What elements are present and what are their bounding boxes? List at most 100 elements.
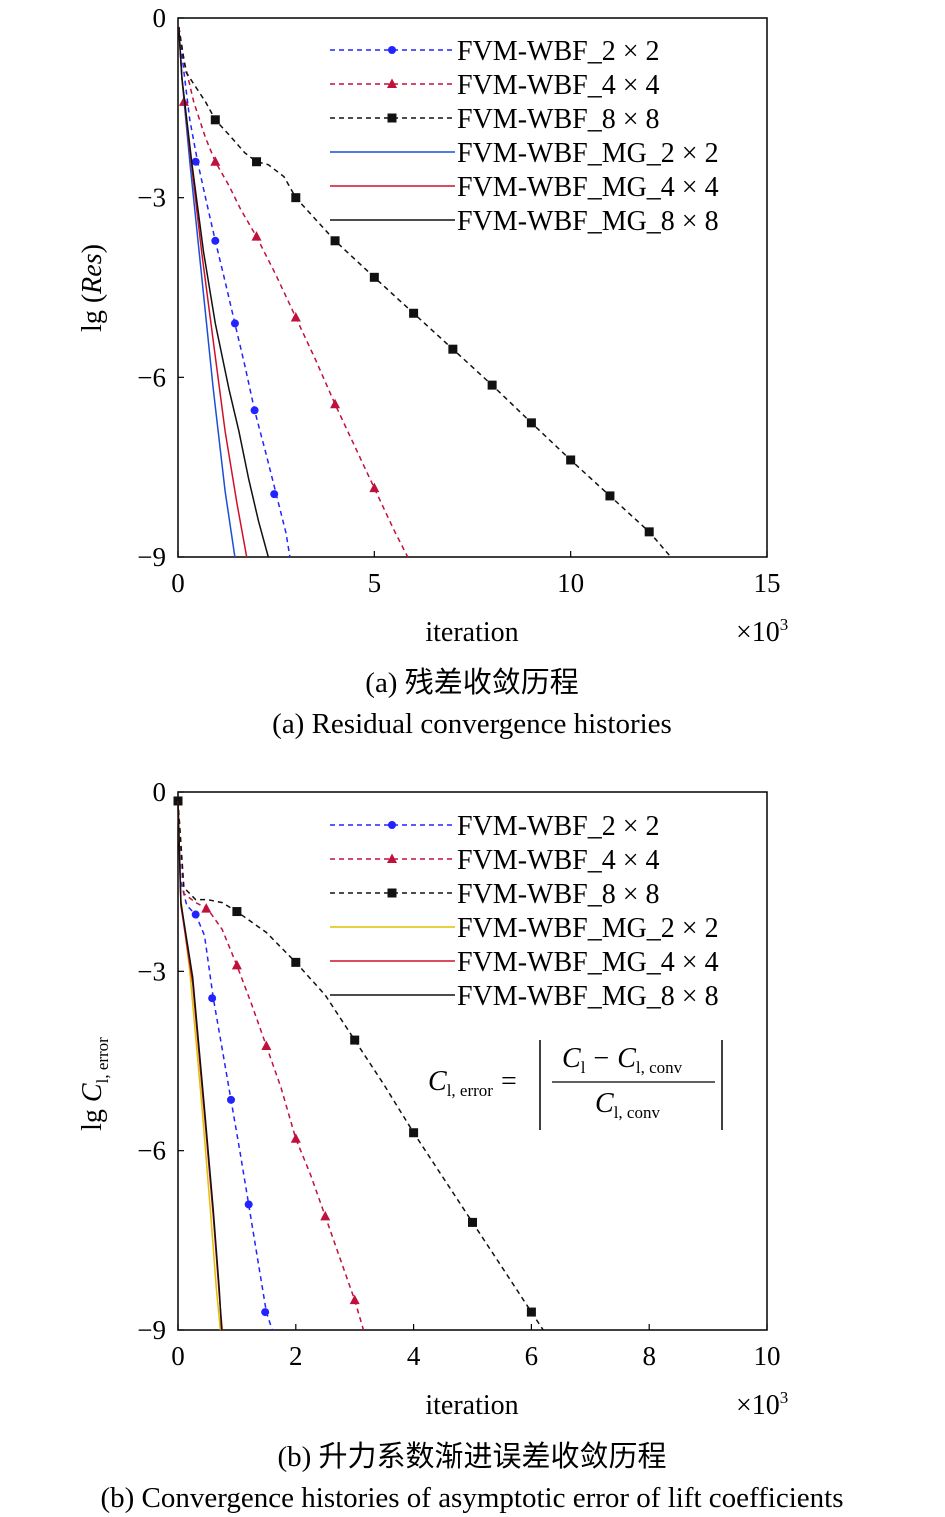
x-tick-label: 6 <box>525 1341 539 1371</box>
x-axis-multiplier: ×103 <box>736 1388 788 1421</box>
y-tick-label: −6 <box>137 362 166 392</box>
y-tick-label: −3 <box>137 183 166 213</box>
formula-numerator: Cl − Cl, conv <box>562 1043 683 1077</box>
series-2-marker <box>290 311 301 322</box>
series-3-marker <box>291 193 301 203</box>
x-tick-label: 2 <box>289 1341 303 1371</box>
series-2-marker <box>349 1294 360 1305</box>
x-axis-label: iteration <box>425 617 518 648</box>
x-tick-label: 10 <box>557 568 584 598</box>
formula-denominator: Cl, conv <box>595 1088 660 1122</box>
series-line-5 <box>178 26 248 558</box>
legend-label-1: FVM-WBF_2 × 2 <box>457 36 659 67</box>
legend-label-3: FVM-WBF_8 × 8 <box>457 104 659 135</box>
formula-annotation: Cl, error = Cl − Cl, conv Cl, conv <box>428 1040 723 1130</box>
legend-label-2: FVM-WBF_4 × 4 <box>457 845 659 876</box>
series-3-marker <box>350 1035 360 1045</box>
series-line-1 <box>177 800 273 1331</box>
series-line-6 <box>177 800 223 1331</box>
series-3-marker <box>409 1128 419 1138</box>
series-layer <box>173 796 544 1331</box>
series-1-marker <box>244 1200 253 1209</box>
series-line-1 <box>178 26 291 558</box>
series-3-marker <box>291 957 301 967</box>
series-3-marker <box>232 907 242 917</box>
y-tick-label: −9 <box>137 1315 166 1345</box>
legend-label-3: FVM-WBF_8 × 8 <box>457 879 659 910</box>
series-2-marker <box>320 1210 331 1221</box>
series-3-marker <box>448 344 458 354</box>
series-line-2 <box>178 26 409 558</box>
series-2-marker <box>210 156 221 166</box>
y-axis-label: lg (Res) <box>77 244 108 332</box>
series-2-marker <box>231 959 242 970</box>
x-tick-label: 5 <box>368 568 382 598</box>
series-3-marker <box>566 455 576 465</box>
legend-marker-2 <box>387 78 397 88</box>
x-tick-label: 0 <box>171 568 185 598</box>
caption-cn: (b) 升力系数渐进误差收敛历程 <box>277 1440 666 1473</box>
legend-marker-1 <box>388 46 396 54</box>
x-tick-label: 8 <box>642 1341 656 1371</box>
legend-label-5: FVM-WBF_MG_4 × 4 <box>457 172 719 203</box>
plot-frame <box>177 791 768 1331</box>
x-axis-multiplier: ×103 <box>736 615 788 648</box>
series-1-marker <box>208 994 217 1003</box>
series-2-marker <box>330 398 341 409</box>
legend-label-5: FVM-WBF_MG_4 × 4 <box>457 947 719 978</box>
series-1-marker <box>211 236 220 245</box>
y-tick-label: −9 <box>137 542 166 572</box>
series-1-marker <box>261 1308 270 1317</box>
series-1-marker <box>227 1095 236 1104</box>
legend-label-6: FVM-WBF_MG_8 × 8 <box>457 206 719 237</box>
series-2-marker <box>261 1040 272 1051</box>
x-tick-label: 4 <box>407 1341 421 1371</box>
series-1-marker <box>250 406 259 415</box>
y-axis-label: lg Cl, error <box>77 1037 112 1131</box>
series-3-marker <box>644 527 654 537</box>
series-3-marker <box>526 418 536 428</box>
series-3-marker <box>173 796 183 806</box>
series-line-3 <box>177 800 544 1331</box>
series-line-4 <box>177 800 222 1331</box>
x-tick-label: 0 <box>171 1341 185 1371</box>
legend-label-4: FVM-WBF_MG_2 × 2 <box>457 913 719 944</box>
series-line-2 <box>177 800 365 1331</box>
series-layer <box>178 26 672 558</box>
series-3-marker <box>210 115 220 125</box>
series-1-marker <box>270 490 279 499</box>
caption-en: (b) Convergence histories of asymptotic … <box>100 1482 843 1514</box>
series-2-marker <box>251 231 262 241</box>
y-tick-label: −6 <box>137 1136 166 1166</box>
series-1-marker <box>191 157 200 166</box>
series-3-marker <box>526 1307 536 1317</box>
series-3-marker <box>252 157 262 167</box>
series-3-marker <box>487 380 497 390</box>
legend-label-2: FVM-WBF_4 × 4 <box>457 70 659 101</box>
caption-cn: (a) 残差收敛历程 <box>365 666 578 699</box>
legend-label-6: FVM-WBF_MG_8 × 8 <box>457 981 719 1012</box>
x-axis-label: iteration <box>425 1390 518 1421</box>
caption-en: (a) Residual convergence histories <box>272 708 672 740</box>
series-3-marker <box>409 308 419 318</box>
axis-ticks: 0 5 10 15 0 −3 −6 −9 <box>137 3 780 598</box>
x-tick-label: 10 <box>754 1341 781 1371</box>
legend-label-1: FVM-WBF_2 × 2 <box>457 811 659 842</box>
y-tick-label: 0 <box>153 777 167 807</box>
legend-marker-1 <box>388 821 396 829</box>
legend-marker-2 <box>387 853 397 863</box>
series-1-marker <box>230 319 239 328</box>
series-2-marker <box>201 903 212 913</box>
legend-label-4: FVM-WBF_MG_2 × 2 <box>457 138 719 169</box>
formula-lhs: Cl, error = <box>428 1066 517 1100</box>
series-2-marker <box>369 482 380 493</box>
y-tick-label: −3 <box>137 956 166 986</box>
x-tick-label: 15 <box>754 568 781 598</box>
y-tick-label: 0 <box>153 3 167 33</box>
legend-marker-3 <box>387 113 397 123</box>
series-2-marker <box>290 1133 301 1143</box>
